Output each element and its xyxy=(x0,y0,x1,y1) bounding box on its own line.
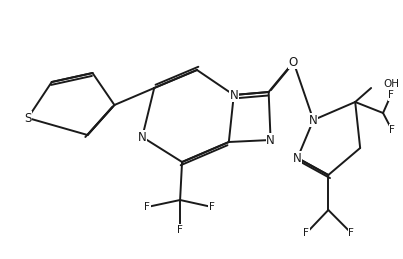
Text: N: N xyxy=(309,113,318,126)
Text: N: N xyxy=(266,133,275,147)
Text: S: S xyxy=(24,112,31,125)
Text: F: F xyxy=(388,90,394,100)
Text: F: F xyxy=(177,225,183,235)
Text: F: F xyxy=(389,125,395,135)
Text: O: O xyxy=(289,55,298,68)
Text: F: F xyxy=(303,228,310,238)
Text: N: N xyxy=(138,131,147,143)
Text: N: N xyxy=(293,152,302,164)
Text: F: F xyxy=(348,228,354,238)
Text: F: F xyxy=(144,202,150,212)
Text: N: N xyxy=(229,89,238,102)
Text: F: F xyxy=(209,202,215,212)
Text: OH: OH xyxy=(383,79,399,89)
